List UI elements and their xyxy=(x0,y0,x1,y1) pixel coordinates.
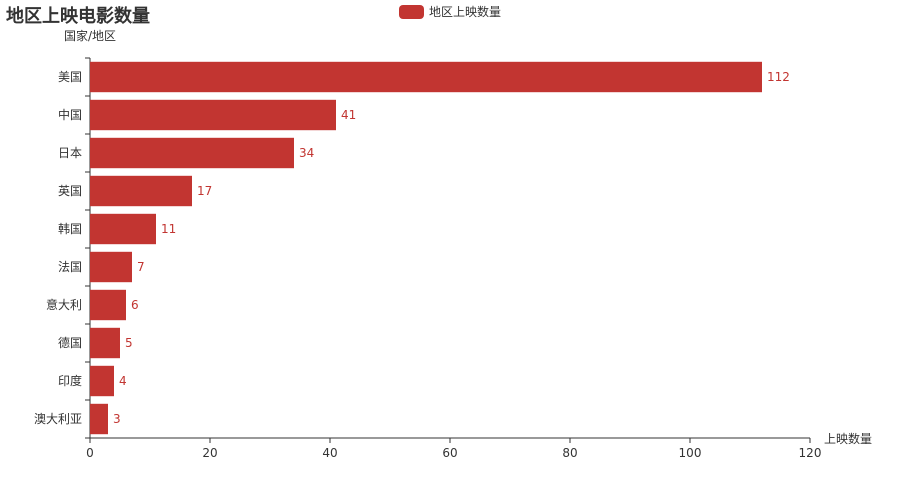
bar-value-label: 11 xyxy=(161,222,176,236)
y-tick-label: 中国 xyxy=(58,107,82,122)
bar[interactable] xyxy=(90,99,336,131)
bar-value-label: 17 xyxy=(197,184,212,198)
y-tick-label: 德国 xyxy=(58,335,82,350)
y-tick-label: 意大利 xyxy=(46,297,82,312)
bar-value-label: 3 xyxy=(113,412,121,426)
x-tick-label: 40 xyxy=(322,446,337,460)
bar-value-label: 112 xyxy=(767,70,790,84)
y-tick-label: 法国 xyxy=(58,260,82,274)
bar[interactable] xyxy=(90,61,762,93)
bar[interactable] xyxy=(90,213,156,245)
bar[interactable] xyxy=(90,137,294,169)
legend[interactable]: 地区上映数量 xyxy=(399,3,501,20)
bar[interactable] xyxy=(90,327,120,359)
bar[interactable] xyxy=(90,403,108,435)
y-tick-label: 美国 xyxy=(58,70,82,84)
y-tick-label: 澳大利亚 xyxy=(34,412,82,426)
bar[interactable] xyxy=(90,289,126,321)
y-tick-label: 韩国 xyxy=(58,221,82,236)
bar-value-label: 7 xyxy=(137,260,145,274)
x-tick-label: 20 xyxy=(202,446,217,460)
legend-swatch xyxy=(399,4,424,19)
x-tick-label: 80 xyxy=(562,446,577,460)
bar-value-label: 6 xyxy=(131,298,139,312)
legend-label: 地区上映数量 xyxy=(429,5,502,19)
bar[interactable] xyxy=(90,175,192,207)
bars-group: 112 41 34 17 11 7 6 5 4 3 xyxy=(90,61,790,435)
bar-value-label: 4 xyxy=(119,374,127,388)
x-tick-label: 100 xyxy=(679,446,702,460)
bar[interactable] xyxy=(90,251,132,283)
chart-title: 地区上映电影数量 xyxy=(6,6,150,27)
y-tick-label: 英国 xyxy=(58,184,82,198)
bar-value-label: 41 xyxy=(341,108,356,122)
x-axis-title: 上映数量 xyxy=(824,431,872,446)
y-tick-label: 日本 xyxy=(58,146,82,160)
bar-value-label: 34 xyxy=(299,146,314,160)
x-tick-label: 120 xyxy=(799,446,822,460)
bar-value-label: 5 xyxy=(125,336,133,350)
bar[interactable] xyxy=(90,365,114,397)
y-axis-title: 国家/地区 xyxy=(64,28,116,43)
x-tick-label: 0 xyxy=(86,446,94,460)
y-tick-label: 印度 xyxy=(58,373,82,388)
x-tick-label: 60 xyxy=(442,446,457,460)
